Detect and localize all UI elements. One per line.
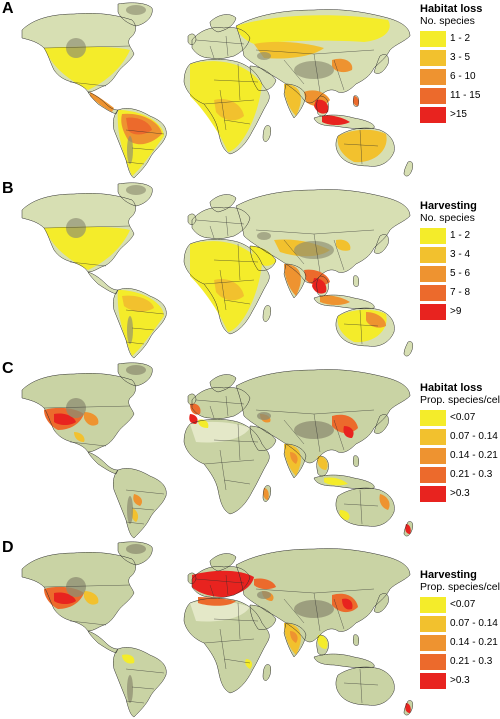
legend: Habitat loss No. species 1 - 2 3 - 5 6 -…	[420, 3, 500, 125]
legend-label: 0.07 - 0.14	[450, 431, 498, 442]
panel-c: C Habitat	[0, 360, 500, 540]
legend-swatch	[420, 410, 446, 426]
legend: Habitat loss Prop. species/cell <0.07 0.…	[420, 382, 500, 504]
legend-label: 0.21 - 0.3	[450, 469, 493, 480]
hotspot-layer	[44, 570, 411, 713]
world-map-habitat-loss-proportion	[21, 362, 414, 539]
legend-item: 0.07 - 0.14	[420, 428, 500, 447]
legend-label: 0.14 - 0.21	[450, 450, 498, 461]
legend-label: 1 - 2	[450, 230, 471, 241]
panel-d: D Harvesting Prop. species/cell <0.07	[0, 539, 500, 719]
legend-swatch	[420, 429, 446, 445]
panel-letter: B	[2, 180, 14, 197]
panel-letter: D	[2, 539, 14, 556]
legend-swatch	[420, 304, 446, 320]
legend-label: >0.3	[450, 675, 470, 686]
legend-swatch	[420, 266, 446, 282]
legend-swatch	[420, 448, 446, 464]
legend-swatch	[420, 285, 446, 301]
legend-label: 7 - 8	[450, 287, 471, 298]
legend-title: Habitat loss	[420, 382, 483, 394]
legend-item: 7 - 8	[420, 284, 500, 303]
legend-label: >9	[450, 306, 462, 317]
legend-item: 3 - 5	[420, 49, 500, 68]
legend-swatch	[420, 247, 446, 263]
legend-label: >15	[450, 109, 467, 120]
legend-item: 11 - 15	[420, 87, 500, 106]
legend-label: <0.07	[450, 412, 476, 423]
legend-swatch	[420, 635, 446, 651]
legend-item: >0.3	[420, 485, 500, 504]
panel-a: A Habitat loss No. species	[0, 0, 500, 180]
legend-label: 3 - 5	[450, 52, 471, 63]
legend-label: 3 - 4	[450, 249, 471, 260]
legend-label: 0.14 - 0.21	[450, 637, 498, 648]
legend-subtitle: Prop. species/cell	[420, 394, 500, 406]
legend-item: <0.07	[420, 596, 500, 615]
legend-subtitle: Prop. species/cell	[420, 581, 500, 593]
legend: Harvesting No. species 1 - 2 3 - 4 5 - 6…	[420, 200, 500, 322]
legend-label: 1 - 2	[450, 33, 471, 44]
legend-item: 0.14 - 0.21	[420, 634, 500, 653]
legend-item: >15	[420, 106, 500, 125]
legend-subtitle: No. species	[420, 212, 475, 224]
legend-label: >0.3	[450, 488, 470, 499]
world-map-habitat-loss-species	[21, 2, 414, 179]
legend-swatch	[420, 50, 446, 66]
legend-swatch	[420, 654, 446, 670]
legend-label: 0.21 - 0.3	[450, 656, 493, 667]
legend-label: 11 - 15	[450, 90, 481, 101]
legend-item: 0.21 - 0.3	[420, 653, 500, 672]
legend-swatch	[420, 673, 446, 689]
legend-item: 0.14 - 0.21	[420, 447, 500, 466]
legend-title: Habitat loss	[420, 3, 483, 15]
legend-item: 1 - 2	[420, 30, 500, 49]
legend-swatch	[420, 467, 446, 483]
legend-swatch	[420, 616, 446, 632]
legend-item: 1 - 2	[420, 227, 500, 246]
legend-item: 5 - 6	[420, 265, 500, 284]
panel-letter: A	[2, 0, 14, 17]
legend-label: <0.07	[450, 599, 476, 610]
legend-label: 5 - 6	[450, 268, 471, 279]
legend-item: >9	[420, 303, 500, 322]
world-map-harvesting-species	[21, 182, 414, 359]
legend-swatch	[420, 69, 446, 85]
legend-item: <0.07	[420, 409, 500, 428]
panel-b: B Harvesting No. species 1 - 2 3 - 4 5 -…	[0, 180, 500, 360]
legend-subtitle: No. species	[420, 15, 475, 27]
legend-item: 6 - 10	[420, 68, 500, 87]
panel-letter: C	[2, 360, 14, 377]
legend-title: Harvesting	[420, 200, 477, 212]
legend-swatch	[420, 31, 446, 47]
legend-swatch	[420, 228, 446, 244]
legend: Harvesting Prop. species/cell <0.07 0.07…	[420, 569, 500, 691]
legend-item: >0.3	[420, 672, 500, 691]
legend-item: 0.21 - 0.3	[420, 466, 500, 485]
legend-swatch	[420, 597, 446, 613]
world-map-harvesting-proportion	[21, 541, 414, 718]
legend-item: 3 - 4	[420, 246, 500, 265]
legend-swatch	[420, 107, 446, 123]
legend-title: Harvesting	[420, 569, 477, 581]
hotspot-layer	[44, 226, 387, 356]
legend-swatch	[420, 486, 446, 502]
legend-label: 6 - 10	[450, 71, 476, 82]
legend-label: 0.07 - 0.14	[450, 618, 498, 629]
legend-swatch	[420, 88, 446, 104]
legend-item: 0.07 - 0.14	[420, 615, 500, 634]
